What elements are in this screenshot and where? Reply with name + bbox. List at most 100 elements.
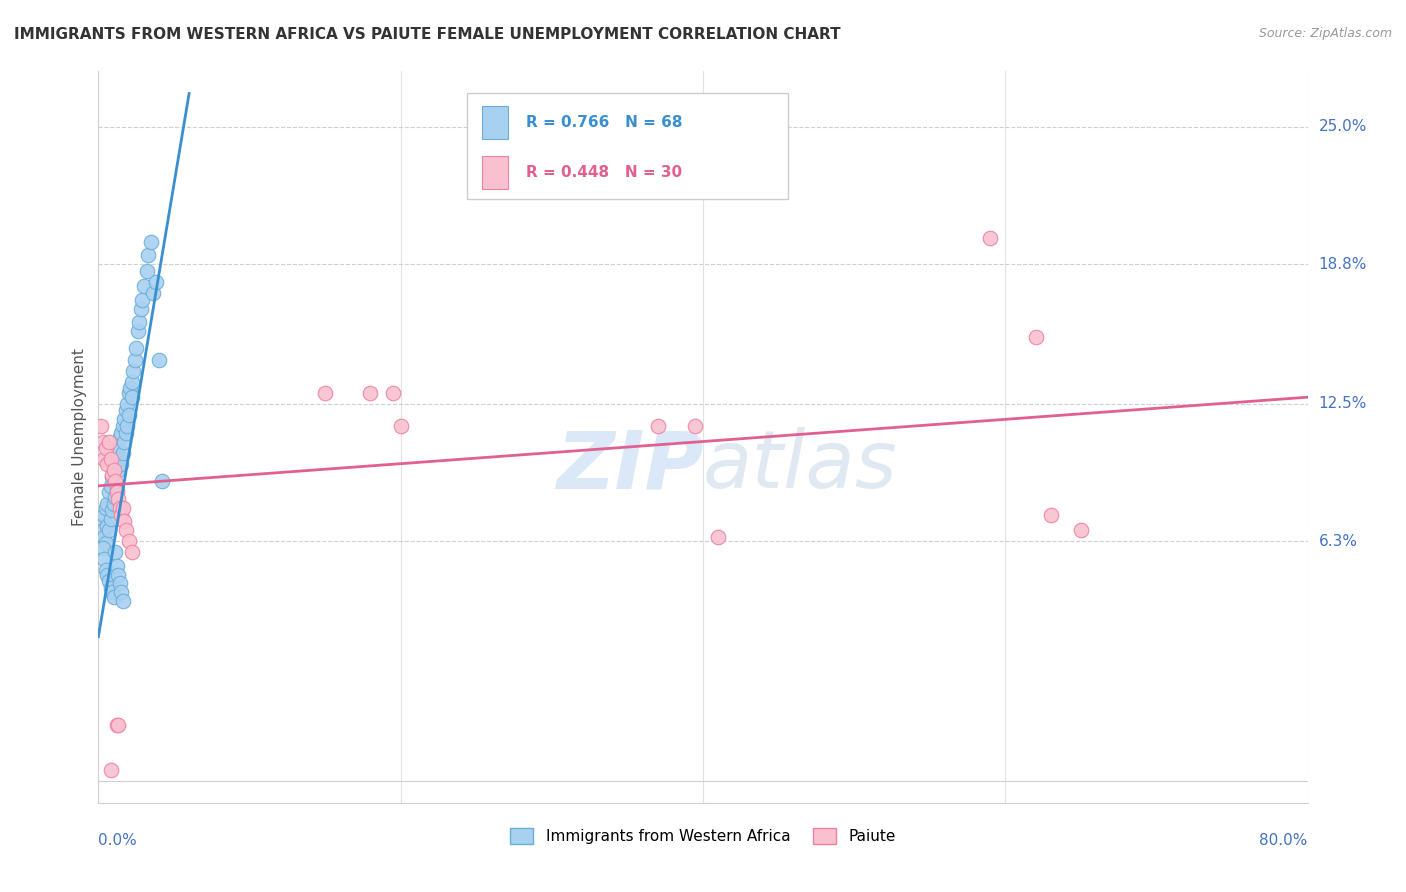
Point (121, 545, 143, 559)
Point (104, 457, 127, 471)
Point (685, 419, 707, 434)
Point (121, 390, 143, 404)
Point (101, 467, 124, 482)
Point (111, 419, 134, 434)
Point (112, 514, 135, 528)
Point (98, 434, 121, 449)
Point (115, 397, 138, 411)
Point (128, 315, 150, 329)
Point (707, 530, 730, 544)
Point (101, 503, 124, 517)
Point (1024, 330, 1046, 344)
Point (111, 594, 134, 608)
Point (122, 363, 145, 377)
Point (105, 485, 128, 500)
Point (105, 452, 128, 467)
Point (104, 475, 127, 489)
Point (96, 567, 118, 582)
Text: R = 0.448   N = 30: R = 0.448 N = 30 (526, 165, 682, 180)
Text: 0.0%: 0.0% (98, 833, 138, 848)
Point (94, 536, 117, 550)
Point (91, 434, 114, 449)
Point (141, 235, 163, 249)
Point (110, 508, 132, 522)
FancyBboxPatch shape (482, 106, 509, 139)
Point (120, 381, 142, 395)
Point (108, 430, 131, 444)
Point (360, 385, 382, 400)
Point (94, 563, 117, 577)
Point (100, 512, 122, 526)
Point (112, 412, 135, 426)
Point (93, 552, 115, 566)
Point (1039, 508, 1062, 522)
Text: 80.0%: 80.0% (1260, 833, 1308, 848)
Point (118, 534, 141, 549)
Point (107, 492, 129, 507)
Point (115, 419, 138, 434)
Point (148, 352, 170, 367)
Text: IMMIGRANTS FROM WESTERN AFRICA VS PAIUTE FEMALE UNEMPLOYMENT CORRELATION CHART: IMMIGRANTS FROM WESTERN AFRICA VS PAIUTE… (14, 27, 841, 42)
Point (100, 452, 122, 467)
FancyBboxPatch shape (482, 156, 509, 189)
Point (98, 523, 121, 537)
Point (131, 293, 153, 307)
Text: 12.5%: 12.5% (1319, 396, 1367, 411)
Point (103, 463, 125, 477)
Point (105, 718, 128, 732)
Point (118, 408, 141, 422)
Point (105, 483, 128, 498)
FancyBboxPatch shape (467, 94, 787, 200)
Point (96, 457, 118, 471)
Point (112, 434, 135, 449)
Point (96, 518, 118, 533)
Point (114, 403, 136, 417)
Point (110, 425, 132, 440)
Point (93, 452, 115, 467)
Point (98, 574, 121, 589)
Text: R = 0.766   N = 68: R = 0.766 N = 68 (526, 115, 683, 130)
Point (108, 501, 131, 516)
Point (129, 301, 152, 316)
Point (93, 508, 115, 522)
Point (100, 581, 122, 595)
Point (91, 523, 114, 537)
Point (114, 425, 136, 440)
Point (979, 230, 1001, 244)
Point (90, 514, 112, 528)
Text: 6.3%: 6.3% (1319, 533, 1358, 549)
Point (91, 541, 114, 555)
Point (104, 545, 127, 559)
Point (314, 385, 336, 400)
Point (132, 279, 155, 293)
Point (101, 585, 124, 599)
Point (107, 718, 129, 732)
Point (135, 264, 157, 278)
Point (108, 452, 131, 467)
Point (107, 441, 129, 455)
Point (94, 441, 117, 455)
Point (100, 763, 122, 777)
Point (93, 530, 115, 544)
Point (145, 275, 167, 289)
Point (107, 463, 129, 477)
Point (118, 385, 141, 400)
Point (127, 324, 149, 338)
Point (389, 419, 412, 434)
Point (121, 375, 143, 389)
Point (110, 585, 132, 599)
Point (101, 470, 124, 484)
Point (100, 479, 122, 493)
Point (96, 497, 118, 511)
Point (105, 558, 128, 573)
Text: Source: ZipAtlas.com: Source: ZipAtlas.com (1258, 27, 1392, 40)
Point (647, 419, 669, 434)
Point (103, 590, 125, 604)
Point (111, 445, 134, 459)
Point (142, 285, 165, 300)
Text: atlas: atlas (703, 427, 898, 506)
Point (103, 497, 125, 511)
Legend: Immigrants from Western Africa, Paiute: Immigrants from Western Africa, Paiute (505, 822, 901, 850)
Text: 18.8%: 18.8% (1319, 257, 1367, 272)
Point (98, 485, 121, 500)
